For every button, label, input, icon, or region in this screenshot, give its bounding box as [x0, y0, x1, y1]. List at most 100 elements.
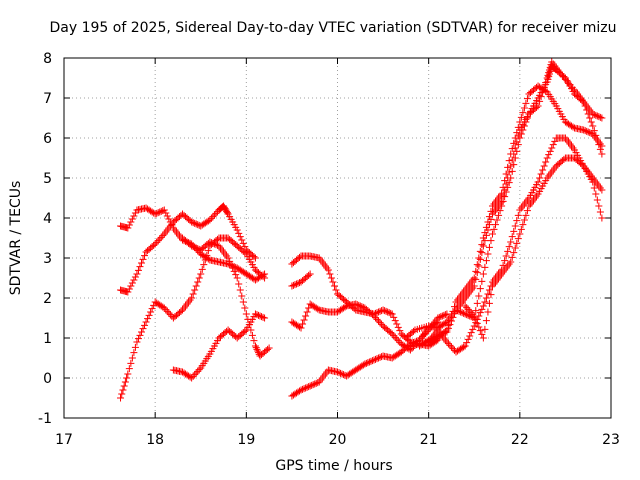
data-point [165, 215, 173, 223]
data-point [289, 281, 297, 289]
data-point [371, 314, 379, 322]
data-point [488, 230, 496, 238]
data-point [251, 310, 259, 318]
data-point [592, 190, 600, 198]
data-point [192, 282, 200, 290]
data-point [296, 387, 304, 395]
data-point [519, 221, 527, 229]
data-point [362, 359, 370, 367]
data-point [464, 335, 472, 343]
data-point [384, 308, 392, 316]
data-point [391, 333, 399, 341]
data-point [136, 263, 144, 271]
data-point [147, 308, 155, 316]
data-point [154, 209, 162, 217]
data-point [192, 244, 200, 252]
data-point [254, 311, 262, 319]
data-point [513, 239, 521, 247]
data-point [505, 157, 513, 165]
data-point [467, 329, 475, 337]
data-point [232, 263, 240, 271]
data-point [458, 309, 466, 317]
data-point [188, 294, 196, 302]
data-point [338, 370, 346, 378]
data-point [247, 326, 255, 334]
data-point [375, 354, 383, 362]
data-point [368, 357, 376, 365]
data-point [479, 334, 487, 342]
data-point [523, 95, 531, 103]
data-point [484, 308, 492, 316]
data-point [355, 301, 363, 309]
data-point [376, 319, 384, 327]
data-point [296, 323, 304, 331]
data-point [141, 321, 149, 329]
data-point [476, 247, 484, 255]
data-point [261, 314, 269, 322]
data-point [481, 298, 489, 306]
data-point [596, 145, 604, 153]
data-point [139, 255, 147, 263]
data-point [484, 250, 492, 258]
data-point [537, 93, 545, 101]
data-point [189, 290, 197, 298]
data-point [580, 98, 588, 106]
data-point [596, 208, 604, 216]
data-point [244, 315, 252, 323]
data-point [376, 353, 384, 361]
data-point [560, 155, 568, 163]
data-point [128, 215, 136, 223]
data-point [189, 219, 197, 227]
data-point [160, 206, 168, 214]
data-point [461, 342, 469, 350]
data-point [472, 267, 480, 275]
data-point [583, 127, 591, 135]
data-point [375, 317, 383, 325]
data-point [131, 209, 139, 217]
data-point [463, 304, 471, 312]
data-point [463, 311, 471, 319]
data-point [479, 242, 487, 250]
data-point [420, 331, 428, 339]
data-point [364, 359, 372, 367]
data-point [514, 235, 522, 243]
data-point [587, 118, 595, 126]
data-point [507, 162, 515, 170]
grid-layer [64, 58, 611, 418]
data-point [353, 301, 361, 309]
data-point [128, 279, 136, 287]
data-point [303, 383, 311, 391]
data-point [154, 237, 162, 245]
data-point [598, 150, 606, 158]
data-point [485, 299, 493, 307]
data-point [141, 252, 149, 260]
data-point [479, 302, 487, 310]
data-point [482, 257, 490, 265]
data-point [314, 305, 322, 313]
data-point [373, 355, 381, 363]
data-point [256, 312, 264, 320]
y-tick-label: 4 [43, 211, 52, 227]
data-point [254, 347, 262, 355]
data-point [373, 309, 381, 317]
data-point [508, 145, 516, 153]
series-track-5 [179, 234, 273, 360]
data-point [294, 279, 302, 287]
data-point [487, 291, 495, 299]
data-point [508, 156, 516, 164]
data-point [188, 374, 196, 382]
series-track-2 [117, 202, 259, 296]
data-point [533, 103, 541, 111]
data-point [466, 307, 474, 315]
data-point [370, 356, 378, 364]
data-point [508, 233, 516, 241]
data-point [204, 247, 212, 255]
data-point [569, 123, 577, 131]
data-point [450, 310, 458, 318]
data-point [292, 280, 300, 288]
data-point [487, 215, 495, 223]
data-point [586, 114, 594, 122]
data-point [510, 227, 518, 235]
data-point [479, 270, 487, 278]
data-point [514, 132, 522, 140]
